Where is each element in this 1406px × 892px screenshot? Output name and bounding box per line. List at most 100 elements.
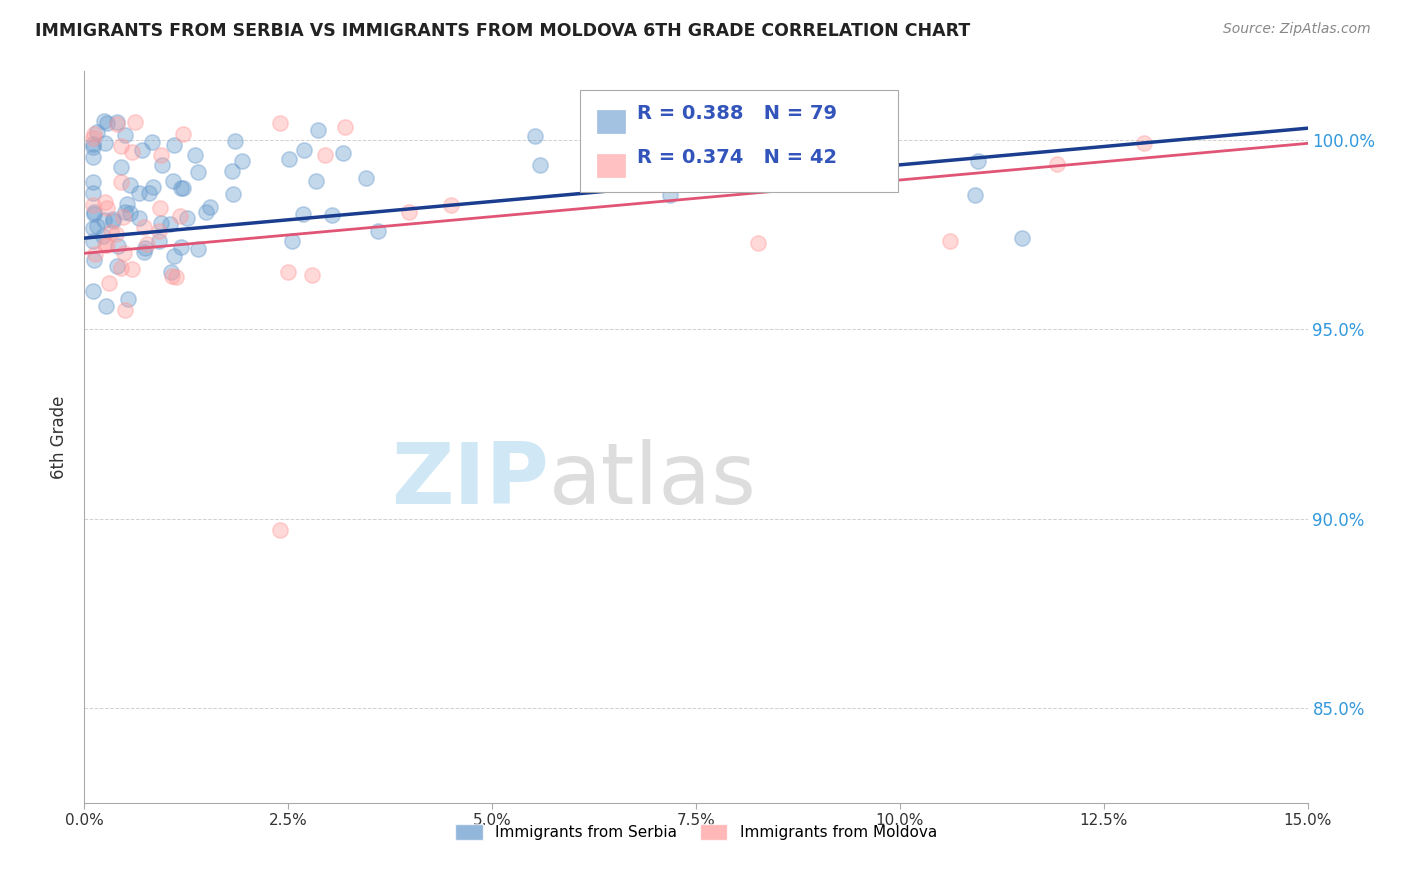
Point bbox=[121, 145, 143, 159]
Point bbox=[93, 114, 115, 128]
Point bbox=[82, 186, 104, 201]
Point bbox=[221, 164, 243, 178]
Point bbox=[172, 127, 194, 141]
Point bbox=[105, 117, 128, 131]
Point bbox=[176, 211, 198, 226]
Point bbox=[82, 130, 104, 145]
Point bbox=[224, 134, 246, 148]
Point bbox=[1046, 157, 1069, 171]
Point bbox=[292, 143, 315, 157]
Point bbox=[305, 173, 328, 187]
Point bbox=[96, 201, 118, 215]
Point bbox=[169, 240, 191, 254]
Text: Source: ZipAtlas.com: Source: ZipAtlas.com bbox=[1223, 22, 1371, 37]
Point bbox=[117, 292, 139, 306]
Point bbox=[98, 276, 121, 290]
Point bbox=[94, 136, 117, 150]
Point bbox=[132, 245, 155, 260]
Point bbox=[82, 136, 104, 151]
Point bbox=[747, 236, 769, 251]
Point bbox=[292, 207, 315, 221]
Point bbox=[134, 241, 156, 255]
Point bbox=[110, 260, 132, 275]
Point bbox=[163, 137, 186, 152]
Point bbox=[94, 238, 117, 252]
Point bbox=[963, 188, 986, 202]
Point bbox=[104, 227, 127, 242]
Point bbox=[96, 116, 118, 130]
Point bbox=[100, 226, 122, 240]
Point bbox=[269, 115, 291, 129]
Text: R = 0.374   N = 42: R = 0.374 N = 42 bbox=[637, 148, 838, 167]
Point bbox=[150, 216, 173, 230]
Point bbox=[150, 158, 173, 172]
Point bbox=[114, 303, 136, 318]
Point bbox=[162, 174, 184, 188]
Text: IMMIGRANTS FROM SERBIA VS IMMIGRANTS FROM MOLDOVA 6TH GRADE CORRELATION CHART: IMMIGRANTS FROM SERBIA VS IMMIGRANTS FRO… bbox=[35, 22, 970, 40]
Point bbox=[172, 181, 194, 195]
Point bbox=[354, 170, 377, 185]
FancyBboxPatch shape bbox=[598, 110, 626, 135]
Point bbox=[82, 234, 104, 248]
Point bbox=[159, 217, 181, 231]
Point bbox=[852, 145, 875, 159]
Point bbox=[149, 202, 172, 216]
Point bbox=[82, 150, 104, 164]
Point bbox=[333, 120, 356, 134]
Point bbox=[524, 128, 547, 143]
Point bbox=[231, 154, 253, 169]
Point bbox=[1133, 136, 1156, 151]
Point bbox=[84, 247, 107, 261]
Point bbox=[398, 205, 420, 219]
Point bbox=[332, 146, 354, 161]
Point bbox=[187, 242, 209, 256]
Point bbox=[114, 128, 136, 142]
Point bbox=[136, 237, 159, 252]
Point bbox=[93, 228, 115, 243]
Point bbox=[82, 284, 104, 298]
Point bbox=[277, 153, 299, 167]
Point bbox=[163, 249, 186, 263]
Legend: Immigrants from Serbia, Immigrants from Moldova: Immigrants from Serbia, Immigrants from … bbox=[449, 818, 943, 847]
Point bbox=[159, 265, 181, 279]
Point bbox=[86, 125, 108, 139]
Point bbox=[200, 200, 222, 214]
Point bbox=[529, 158, 551, 172]
Point bbox=[367, 224, 389, 238]
Point bbox=[148, 224, 170, 238]
Point bbox=[86, 219, 108, 233]
Point bbox=[105, 259, 128, 273]
Point bbox=[82, 175, 104, 189]
Point bbox=[103, 211, 125, 226]
Y-axis label: 6th Grade: 6th Grade bbox=[51, 395, 69, 479]
Point bbox=[321, 208, 343, 222]
Point bbox=[112, 246, 135, 260]
Point bbox=[134, 220, 156, 235]
Point bbox=[938, 234, 960, 248]
Text: R = 0.388   N = 79: R = 0.388 N = 79 bbox=[637, 104, 837, 123]
Point bbox=[94, 299, 117, 313]
Point bbox=[120, 178, 142, 192]
Point bbox=[118, 205, 141, 219]
Point bbox=[110, 138, 132, 153]
Point bbox=[149, 148, 172, 162]
Point bbox=[966, 153, 988, 168]
Point bbox=[183, 148, 205, 162]
FancyBboxPatch shape bbox=[579, 90, 898, 192]
Point bbox=[277, 265, 299, 279]
Point bbox=[115, 197, 138, 211]
Point bbox=[169, 209, 191, 223]
Point bbox=[314, 148, 336, 162]
Point bbox=[169, 181, 191, 195]
Point bbox=[110, 175, 132, 189]
Point bbox=[105, 115, 128, 129]
Point bbox=[114, 205, 136, 219]
Point bbox=[83, 127, 105, 141]
Point bbox=[107, 239, 129, 253]
Point bbox=[281, 234, 304, 248]
Point bbox=[110, 161, 132, 175]
FancyBboxPatch shape bbox=[598, 153, 626, 178]
Point bbox=[83, 207, 105, 221]
Point bbox=[82, 139, 104, 153]
Point bbox=[96, 237, 118, 252]
